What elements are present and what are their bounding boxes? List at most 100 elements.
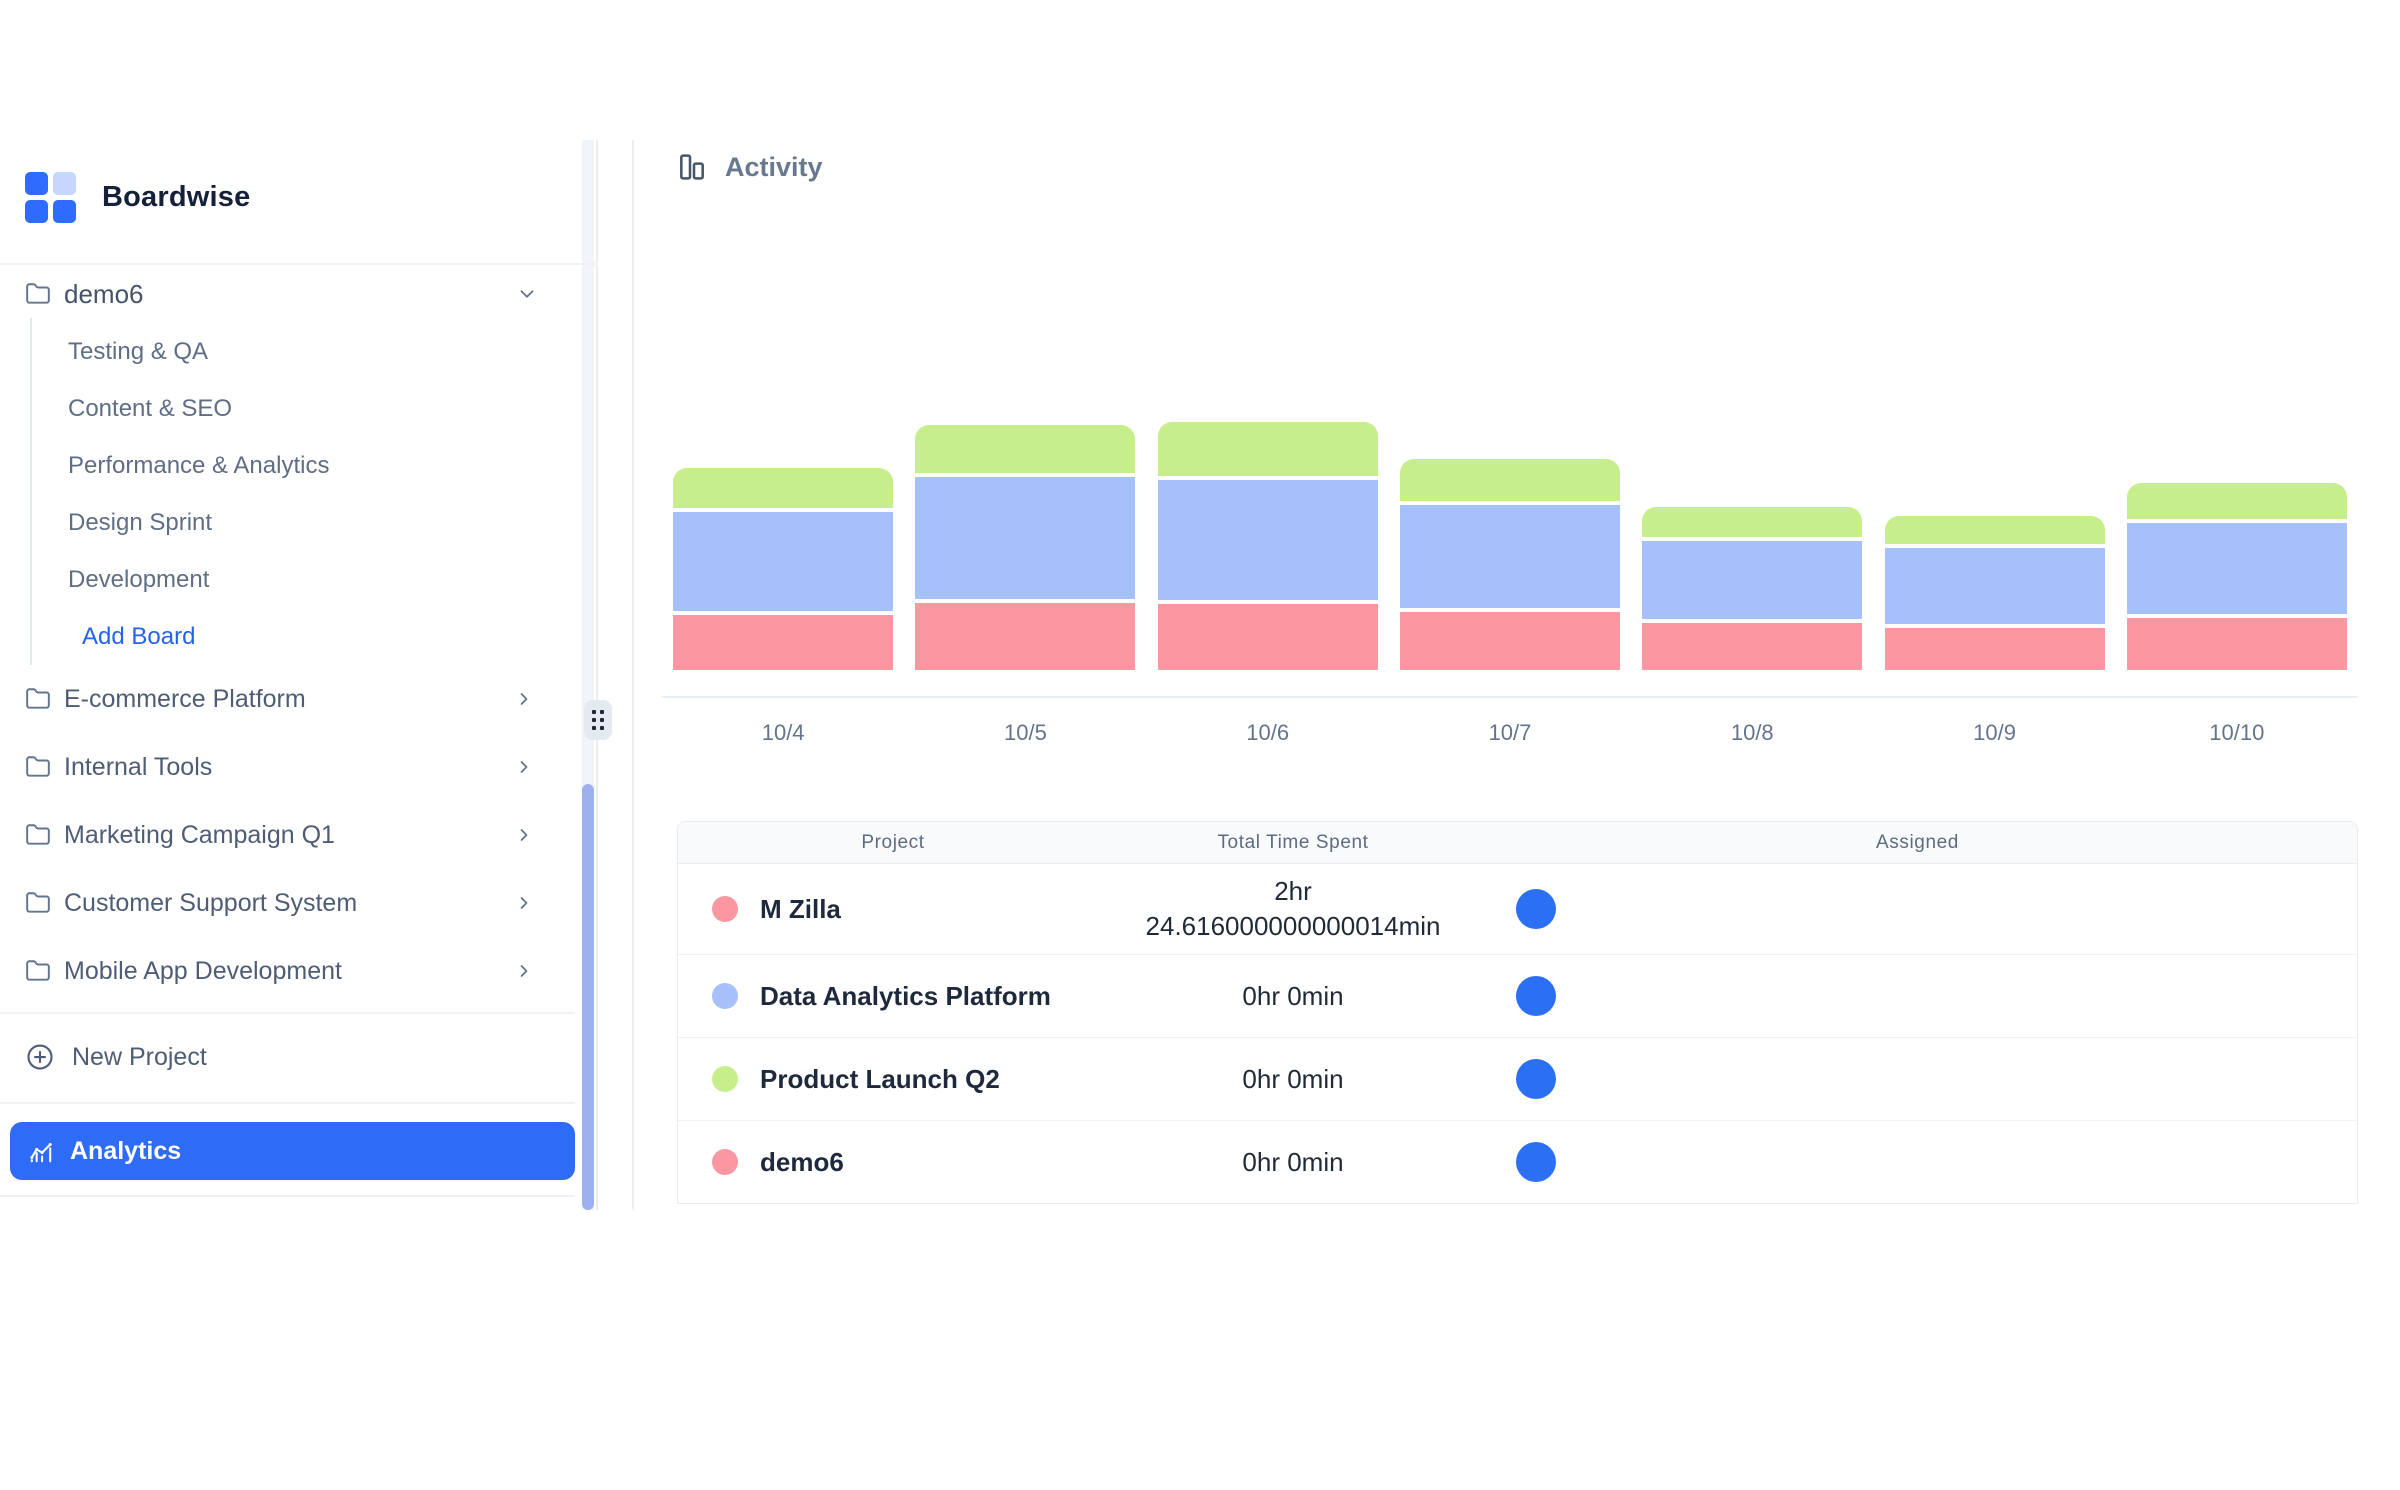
bar-segment-data-analytics <box>915 477 1136 599</box>
add-board-button[interactable]: Add Board <box>82 622 196 650</box>
assigned-avatar[interactable] <box>1516 889 1556 930</box>
assigned-cell <box>1478 976 2357 1017</box>
bar-segment-mzilla <box>1642 623 1863 670</box>
board-label: Performance & Analytics <box>68 451 330 479</box>
chevron-right-icon[interactable] <box>514 893 534 913</box>
project-name: demo6 <box>760 1146 844 1177</box>
sidebar-folder-item[interactable]: Marketing Campaign Q1 <box>0 801 598 869</box>
board-label: Content & SEO <box>68 394 233 422</box>
bar-segment-mzilla <box>915 603 1136 670</box>
board-label: Testing & QA <box>68 337 209 365</box>
sidebar-divider <box>0 1012 575 1014</box>
bar-segment-mzilla <box>1157 604 1378 670</box>
project-color-dot <box>712 1149 738 1176</box>
folder-icon <box>25 890 51 916</box>
assigned-avatar[interactable] <box>1516 1059 1556 1100</box>
assigned-cell <box>1478 1142 2357 1183</box>
sidebar: Boardwise demo6 Testing & QA Content & SE… <box>0 140 598 1210</box>
chevron-right-icon[interactable] <box>514 757 534 777</box>
project-color-dot <box>712 983 738 1010</box>
sidebar-folder-item[interactable]: Customer Support System <box>0 869 598 937</box>
project-cell: Data Analytics Platform <box>678 981 1108 1012</box>
bar-segment-product-launch <box>1642 507 1863 537</box>
sidebar-board-item[interactable]: Development <box>32 551 598 608</box>
assigned-avatar[interactable] <box>1516 976 1556 1017</box>
x-axis-labels: 10/4 10/5 10/6 10/7 10/8 10/9 10/10 <box>662 720 2358 746</box>
x-axis-tick-label: 10/9 <box>1973 720 2016 745</box>
bar-segment-product-launch <box>1157 422 1378 476</box>
table-row: M Zilla 2hr 24.616000000000014min <box>678 864 2357 956</box>
sidebar-board-item[interactable]: Testing & QA <box>32 323 598 380</box>
chevron-right-icon[interactable] <box>514 825 534 845</box>
board-label: Development <box>68 565 210 593</box>
bar-segment-mzilla <box>2126 618 2347 670</box>
bar-segment-data-analytics <box>673 512 894 611</box>
folder-icon <box>25 281 51 307</box>
new-project-button[interactable]: New Project <box>0 1012 575 1102</box>
project-cell: demo6 <box>678 1147 1108 1178</box>
project-label: demo6 <box>64 278 144 309</box>
folder-icon <box>25 686 51 712</box>
column-header-project: Project <box>861 831 925 853</box>
folder-label: Customer Support System <box>64 888 358 917</box>
sidebar-folder-item[interactable]: Mobile App Development <box>0 937 598 1005</box>
project-color-dot <box>712 896 738 923</box>
activity-title: Activity <box>725 151 823 182</box>
x-axis-tick-label: 10/8 <box>1730 720 1774 745</box>
stacked-bar <box>2126 483 2347 670</box>
bar-chart-icon <box>676 151 708 183</box>
table-header-row: Project Total Time Spent Assigned <box>678 822 2357 864</box>
new-project-label: New Project <box>72 1042 207 1071</box>
brand-name: Boardwise <box>102 181 251 213</box>
chevron-right-icon[interactable] <box>514 689 534 709</box>
bar-segment-product-launch <box>915 425 1136 473</box>
chevron-down-icon[interactable] <box>516 283 538 305</box>
sidebar-project-demo6[interactable]: demo6 <box>0 270 598 318</box>
analytics-button[interactable]: Analytics <box>10 1122 575 1180</box>
sidebar-scrollbar-thumb[interactable] <box>582 784 594 1210</box>
chart-bar-slot <box>904 140 1146 670</box>
plus-circle-icon <box>25 1042 55 1072</box>
x-axis-tick-label: 10/6 <box>1246 720 1290 745</box>
sidebar-resize-handle[interactable] <box>584 700 612 740</box>
folder-label: Internal Tools <box>64 752 213 781</box>
folder-icon <box>25 958 51 984</box>
x-axis-tick-label: 10/7 <box>1488 720 1532 745</box>
bar-segment-mzilla <box>673 615 894 670</box>
bar-segment-product-launch <box>2126 483 2347 519</box>
panel-divider <box>632 140 634 1210</box>
chart-bar-slot <box>1389 140 1631 670</box>
total-time-cell: 0hr 0min <box>1242 1063 1344 1094</box>
stacked-bar <box>1157 422 1378 670</box>
x-axis-tick-label: 10/10 <box>2209 720 2265 745</box>
sidebar-divider <box>0 1102 575 1104</box>
sidebar-board-item[interactable]: Content & SEO <box>32 380 598 437</box>
column-header-assigned: Assigned <box>1876 831 1959 853</box>
main-content: Activity <box>662 140 2358 1210</box>
chart-bar-slot <box>1147 140 1389 670</box>
assigned-avatar[interactable] <box>1516 1142 1556 1183</box>
sidebar-folder-item[interactable]: E-commerce Platform <box>0 665 598 733</box>
stacked-bar <box>1399 459 1620 670</box>
chart-bar-slot <box>662 140 904 670</box>
bar-segment-data-analytics <box>1157 480 1378 600</box>
bar-segment-data-analytics <box>1884 548 2105 624</box>
assigned-cell <box>1478 1059 2357 1100</box>
sidebar-board-item[interactable]: Performance & Analytics <box>32 437 598 494</box>
project-name: Data Analytics Platform <box>760 980 1051 1011</box>
bar-segment-mzilla <box>1399 612 1620 670</box>
table-row: demo6 0hr 0min <box>678 1121 2357 1203</box>
chart-bar-slot <box>2116 140 2358 670</box>
sidebar-folder-item[interactable]: Internal Tools <box>0 733 598 801</box>
sidebar-board-item[interactable]: Design Sprint <box>32 494 598 551</box>
bar-segment-product-launch <box>1884 516 2105 544</box>
chart-bar-slot <box>1873 140 2115 670</box>
total-time-cell: 2hr 24.616000000000014min <box>1145 876 1441 942</box>
project-cell: Product Launch Q2 <box>678 1064 1108 1095</box>
project-color-dot <box>712 1066 738 1093</box>
assigned-cell <box>1478 889 2357 930</box>
bar-segment-product-launch <box>673 468 894 508</box>
analytics-label: Analytics <box>70 1136 182 1165</box>
total-time-cell: 0hr 0min <box>1242 1146 1344 1177</box>
chevron-right-icon[interactable] <box>514 961 534 981</box>
